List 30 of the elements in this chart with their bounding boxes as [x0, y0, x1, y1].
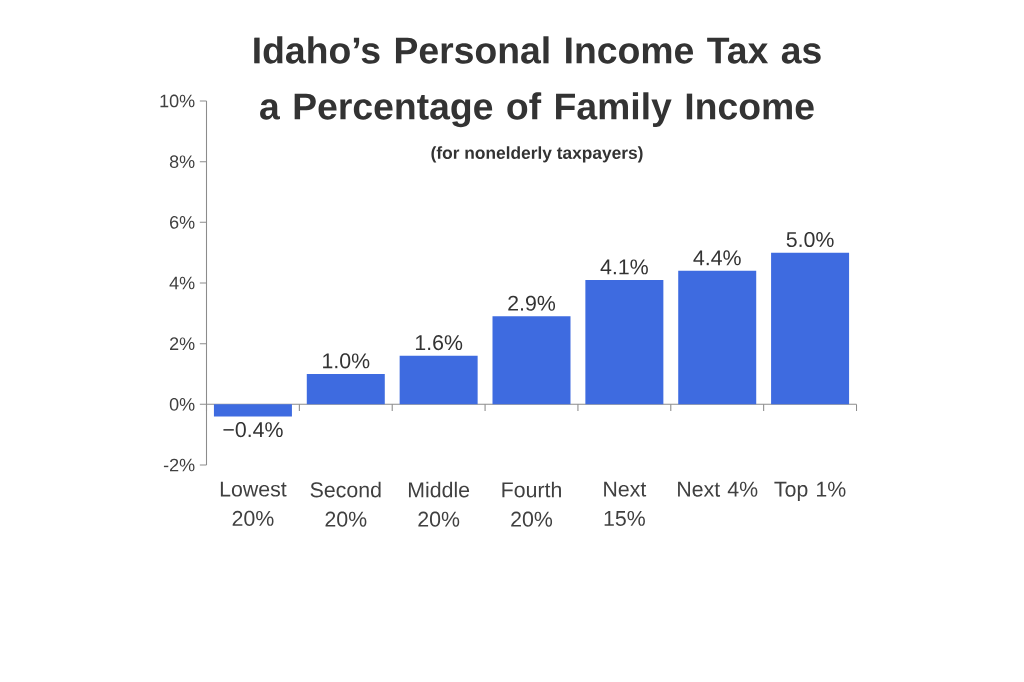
- y-tick-label: 0%: [169, 397, 195, 411]
- data-label: −0.4%: [223, 422, 283, 438]
- x-tick-label: Second 20%: [310, 481, 381, 527]
- text: (for nonelderly taxpayers): [431, 146, 643, 163]
- x-tick-label: Middle 20%: [408, 481, 470, 527]
- x-tick-label: Top 1%: [774, 481, 846, 501]
- bar: [678, 270, 757, 405]
- x-tick-label: Next 4%: [678, 481, 758, 497]
- y-tick-label: 6%: [170, 215, 195, 229]
- data-label: 1.0%: [323, 353, 370, 369]
- chart-title: Idaho’s Personal Income Tax as a Percentage of Family Income: [254, 36, 821, 128]
- data-label: 4.1%: [600, 259, 648, 275]
- y-tick-label: 2%: [170, 337, 195, 350]
- bar: [492, 316, 571, 405]
- data-label: 4.4%: [693, 250, 741, 266]
- y-tick-label: 8%: [169, 155, 195, 169]
- data-label: 1.6%: [415, 335, 463, 351]
- data-label: 2.9%: [508, 295, 556, 311]
- x-tick-label: Lowest 20%: [220, 481, 287, 526]
- y-tick-label: 4%: [169, 276, 195, 290]
- bar: [399, 355, 478, 405]
- bar: [771, 252, 850, 405]
- bar: [585, 279, 664, 405]
- bar: [306, 374, 385, 405]
- bar: [213, 404, 292, 417]
- y-tick-label: -2%: [163, 458, 195, 472]
- y-tick-label: 10%: [160, 94, 195, 108]
- x-tick-label: Fourth 20%: [502, 481, 561, 527]
- data-label: 5.0%: [786, 231, 834, 248]
- x-tick-label: Next 15%: [604, 481, 647, 526]
